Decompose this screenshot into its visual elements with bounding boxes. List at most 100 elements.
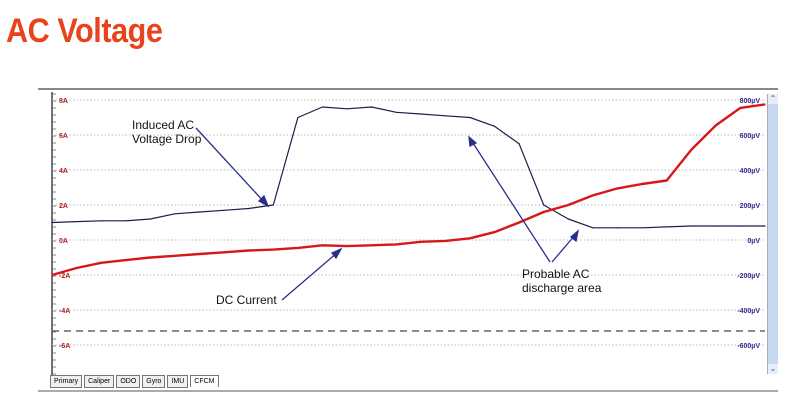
data-point [420, 113, 422, 115]
vertical-scrollbar[interactable]: ⌃ ⌄ [767, 94, 778, 374]
arrow-induced [195, 127, 267, 205]
annotation-induced: Induced AC Voltage Drop [132, 118, 201, 146]
data-point [223, 251, 225, 253]
data-point [297, 247, 299, 249]
data-point [100, 220, 102, 222]
data-point [321, 244, 324, 246]
data-point [666, 226, 668, 228]
data-point [371, 106, 373, 108]
data-point [198, 211, 201, 213]
right-tick-label: 600µV [740, 133, 761, 140]
dc-current-series [51, 103, 766, 277]
right-tick-label: 0µV [747, 238, 760, 245]
data-point [444, 240, 446, 242]
data-point [346, 245, 348, 247]
data-point [174, 213, 176, 215]
chevron-up-icon[interactable]: ⌃ [768, 94, 778, 104]
arrowhead-icon [257, 194, 270, 208]
right-tick-label: 200µV [740, 203, 761, 210]
data-point [469, 116, 471, 119]
data-point [493, 231, 496, 233]
left-tick-label: -4A [59, 308, 70, 315]
arrowhead-icon [569, 229, 580, 243]
data-point [248, 249, 250, 252]
data-point [51, 274, 53, 276]
annotation-line: Probable AC [522, 267, 590, 281]
data-point [592, 227, 594, 229]
annotation-line: discharge area [522, 281, 602, 295]
data-point [444, 115, 446, 117]
data-point [149, 218, 151, 220]
left-tick-label: -2A [59, 273, 70, 280]
annotation-dc-current: DC Current [216, 293, 277, 307]
data-point [395, 111, 397, 113]
data-point [125, 220, 127, 222]
data-point [51, 221, 53, 224]
left-tick-label: 0A [59, 238, 68, 245]
tab-bar: Primary Caliper ODO Gyro IMU CFCM [50, 375, 219, 389]
ac-voltage-series [51, 106, 765, 229]
right-tick-label: -200µV [737, 273, 760, 280]
data-point [764, 103, 766, 105]
data-point [715, 225, 717, 227]
right-tick-label: 800µV [740, 98, 761, 105]
right-tick-label: -400µV [737, 308, 760, 315]
data-point [641, 183, 643, 185]
data-point [493, 125, 496, 127]
arrowhead-icon [468, 135, 478, 147]
data-point [248, 207, 250, 210]
data-point [272, 249, 274, 251]
arrow-discharge-2 [551, 233, 577, 263]
arrow-dc [281, 251, 339, 301]
annotation-line: Voltage Drop [132, 132, 202, 146]
annotation-arrows [195, 127, 580, 301]
data-point [469, 237, 471, 239]
data-point [543, 204, 545, 206]
data-point [764, 225, 766, 227]
data-point [715, 124, 717, 126]
data-point [690, 225, 692, 227]
left-tick-label: 6A [59, 133, 68, 140]
tab-caliper[interactable]: Caliper [84, 375, 115, 388]
annotation-line: Induced AC [132, 118, 195, 132]
chevron-down-icon[interactable]: ⌄ [768, 364, 778, 374]
data-point [567, 204, 569, 206]
annotation-discharge: Probable AC discharge area [522, 267, 601, 295]
data-point [592, 194, 594, 196]
data-point [198, 253, 201, 255]
arrowhead-icon [330, 247, 343, 260]
data-point [641, 227, 643, 229]
page-title: AC Voltage [6, 12, 163, 50]
tab-imu[interactable]: IMU [167, 375, 189, 388]
data-point [616, 187, 619, 189]
data-point [739, 225, 742, 227]
left-tick-label: 4A [59, 168, 68, 175]
data-point [75, 267, 78, 269]
right-tick-label: 400µV [740, 168, 761, 175]
data-point [174, 255, 176, 257]
data-point [75, 221, 78, 223]
data-point [543, 211, 545, 213]
data-point [125, 259, 127, 261]
tab-gyro[interactable]: Gyro [142, 375, 166, 388]
data-point [420, 241, 422, 243]
data-point [223, 209, 225, 211]
right-tick-label: -600µV [737, 343, 760, 350]
data-point [518, 143, 520, 145]
left-tick-label: 2A [59, 203, 68, 210]
tab-cfcm[interactable]: CFCM [190, 375, 219, 387]
left-tick-label: 8A [59, 98, 68, 105]
data-point [567, 218, 569, 220]
data-point [149, 256, 151, 259]
data-point [321, 106, 324, 108]
data-point [100, 262, 102, 264]
data-point [371, 244, 373, 246]
data-point [690, 149, 692, 151]
data-point [666, 179, 668, 182]
data-point [297, 116, 299, 119]
data-point [739, 107, 742, 109]
data-point [346, 108, 348, 110]
tab-odo[interactable]: ODO [116, 375, 141, 388]
tab-primary[interactable]: Primary [50, 375, 83, 388]
